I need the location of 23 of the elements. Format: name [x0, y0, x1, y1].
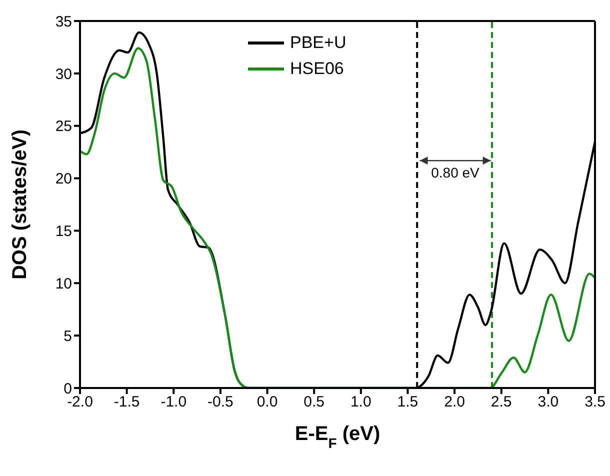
- legend-label: PBE+U: [290, 32, 346, 54]
- x-tick-label: 0.5: [304, 394, 325, 411]
- legend-label: HSE06: [290, 58, 344, 80]
- y-tick-label: 30: [55, 66, 72, 83]
- annotation: 0.80 eV: [431, 164, 480, 181]
- x-tick-label: 2.0: [444, 394, 465, 411]
- x-axis-title: E-E$_{F}$ (eV): [294, 423, 380, 451]
- x-tick-label: 2.5: [490, 394, 512, 411]
- x-tick-label: -0.5: [208, 394, 234, 411]
- y-tick-label: 20: [55, 170, 72, 188]
- x-tick-label: 1.0: [350, 394, 372, 411]
- y-tick-label: 25: [55, 118, 72, 136]
- y-tick-label: 15: [55, 223, 72, 240]
- x-tick-label: 0.0: [256, 394, 278, 411]
- y-tick-label: 10: [55, 275, 72, 292]
- x-tick-label: 3.0: [538, 394, 559, 411]
- y-axis-title: DOS (states/eV): [9, 129, 31, 280]
- x-tick-label: -1.5: [114, 394, 140, 411]
- y-tick-label: 5: [64, 328, 72, 345]
- x-tick-label: 1.5: [397, 394, 418, 411]
- x-tick-label: -1.0: [160, 394, 187, 411]
- y-tick-label: 35: [55, 13, 72, 30]
- x-tick-label: 3.5: [584, 394, 606, 411]
